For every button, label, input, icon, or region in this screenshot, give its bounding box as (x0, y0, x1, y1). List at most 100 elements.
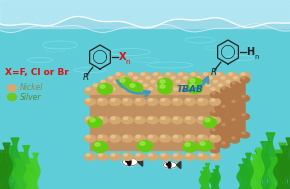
Text: Nickel: Nickel (20, 84, 44, 92)
Polygon shape (215, 80, 245, 150)
Ellipse shape (86, 135, 90, 138)
Ellipse shape (231, 82, 240, 88)
Ellipse shape (240, 132, 249, 138)
Ellipse shape (142, 84, 153, 91)
Polygon shape (250, 155, 260, 189)
Ellipse shape (213, 80, 218, 83)
Ellipse shape (118, 78, 132, 88)
Ellipse shape (8, 84, 17, 91)
Ellipse shape (201, 80, 205, 83)
Ellipse shape (160, 98, 171, 105)
Ellipse shape (240, 95, 249, 101)
Ellipse shape (232, 82, 235, 84)
Text: H: H (246, 47, 255, 57)
Ellipse shape (229, 73, 233, 75)
Ellipse shape (137, 140, 153, 152)
Ellipse shape (99, 80, 110, 87)
Ellipse shape (211, 129, 220, 135)
Ellipse shape (110, 98, 121, 105)
Ellipse shape (172, 135, 183, 142)
Ellipse shape (212, 147, 215, 149)
Ellipse shape (164, 80, 168, 83)
Ellipse shape (155, 84, 166, 91)
Ellipse shape (161, 117, 165, 119)
Ellipse shape (173, 117, 177, 119)
Ellipse shape (122, 158, 138, 166)
Ellipse shape (101, 80, 105, 83)
Ellipse shape (119, 84, 122, 87)
Ellipse shape (84, 88, 95, 94)
Ellipse shape (86, 154, 90, 156)
Ellipse shape (181, 84, 185, 87)
Ellipse shape (97, 153, 108, 160)
Ellipse shape (222, 142, 225, 144)
Polygon shape (0, 157, 3, 189)
Ellipse shape (136, 117, 140, 119)
Ellipse shape (240, 73, 251, 80)
Ellipse shape (135, 135, 146, 142)
Ellipse shape (186, 88, 190, 90)
Ellipse shape (242, 114, 245, 116)
Ellipse shape (186, 99, 190, 101)
Polygon shape (12, 159, 23, 189)
Ellipse shape (193, 84, 197, 87)
Ellipse shape (173, 99, 177, 101)
Ellipse shape (135, 98, 146, 105)
Ellipse shape (86, 99, 90, 101)
Ellipse shape (139, 80, 142, 83)
Polygon shape (204, 163, 211, 189)
Ellipse shape (140, 142, 145, 145)
Ellipse shape (209, 98, 220, 105)
Ellipse shape (220, 142, 229, 148)
Ellipse shape (242, 77, 245, 79)
Ellipse shape (227, 73, 238, 80)
Text: X: X (119, 52, 126, 62)
Ellipse shape (93, 84, 97, 87)
Ellipse shape (122, 88, 133, 94)
Ellipse shape (120, 79, 125, 82)
Ellipse shape (232, 137, 235, 139)
Ellipse shape (164, 73, 175, 80)
Ellipse shape (92, 84, 103, 91)
Ellipse shape (90, 118, 95, 122)
Ellipse shape (112, 80, 123, 87)
Ellipse shape (148, 99, 153, 101)
Ellipse shape (147, 117, 158, 124)
Ellipse shape (148, 154, 153, 156)
Ellipse shape (124, 117, 128, 119)
Ellipse shape (152, 73, 163, 80)
Ellipse shape (233, 77, 238, 79)
Ellipse shape (124, 80, 135, 87)
Ellipse shape (111, 154, 115, 156)
Ellipse shape (186, 135, 190, 138)
Ellipse shape (130, 84, 140, 91)
Ellipse shape (218, 84, 222, 87)
Ellipse shape (184, 77, 188, 79)
Ellipse shape (135, 117, 146, 124)
Ellipse shape (184, 153, 195, 160)
Ellipse shape (144, 76, 155, 83)
Ellipse shape (220, 87, 229, 93)
Polygon shape (90, 95, 215, 150)
Polygon shape (0, 154, 11, 189)
Ellipse shape (111, 88, 115, 90)
Ellipse shape (97, 98, 108, 105)
Ellipse shape (200, 142, 205, 145)
Ellipse shape (147, 98, 158, 105)
Ellipse shape (166, 73, 170, 75)
Ellipse shape (151, 80, 155, 83)
Ellipse shape (130, 84, 135, 87)
Ellipse shape (100, 85, 105, 88)
Ellipse shape (172, 98, 183, 105)
Ellipse shape (136, 99, 140, 101)
Polygon shape (272, 150, 284, 189)
Polygon shape (9, 138, 21, 189)
Ellipse shape (126, 80, 130, 83)
Ellipse shape (141, 73, 145, 75)
Ellipse shape (198, 99, 202, 101)
Polygon shape (202, 167, 208, 189)
Ellipse shape (211, 147, 220, 153)
Ellipse shape (185, 143, 190, 146)
Ellipse shape (115, 73, 126, 80)
Polygon shape (253, 150, 267, 189)
